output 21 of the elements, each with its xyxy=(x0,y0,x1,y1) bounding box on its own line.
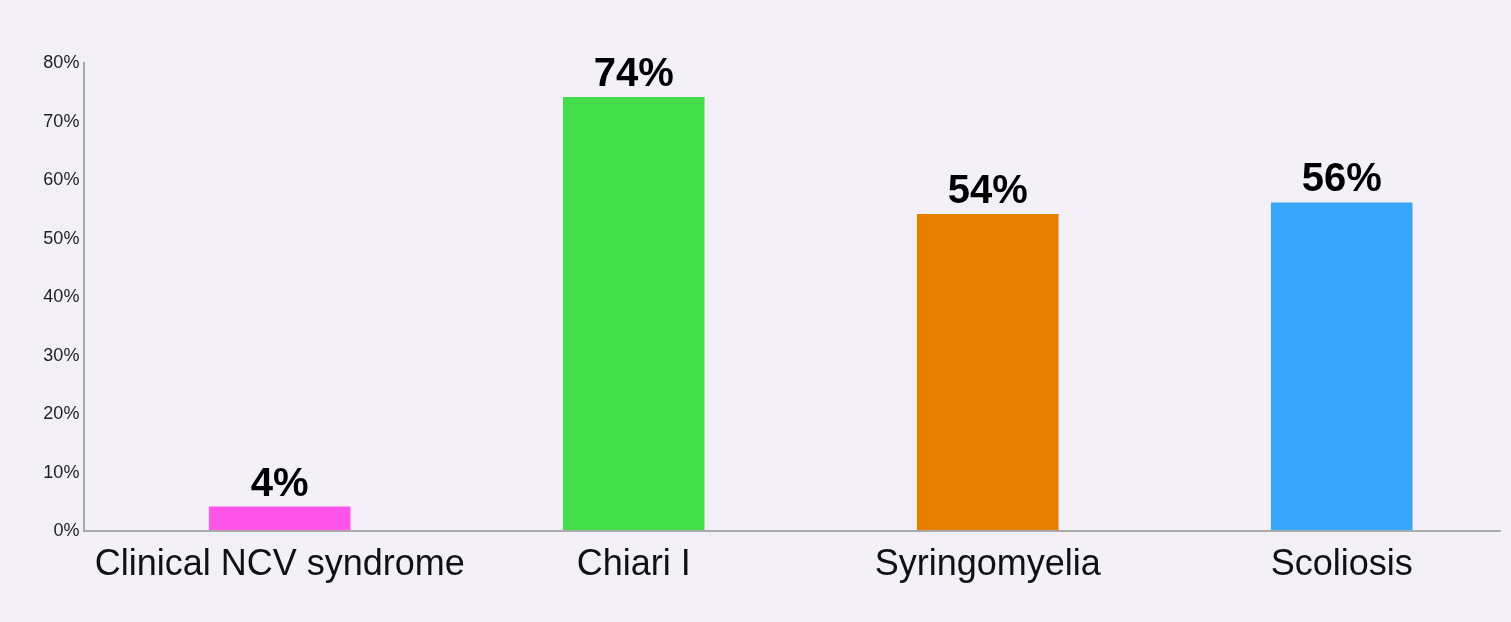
y-tick-label: 0% xyxy=(53,520,80,541)
bar xyxy=(1270,202,1413,530)
y-tick-label: 20% xyxy=(43,403,80,424)
data-label: 54% xyxy=(947,167,1028,212)
x-tick-label: Chiari I xyxy=(576,542,691,584)
x-tick-label: Clinical NCV syndrome xyxy=(94,542,465,584)
x-tick-label: Scoliosis xyxy=(1270,542,1413,584)
bar xyxy=(916,214,1059,530)
data-label: 56% xyxy=(1301,155,1382,200)
data-label: 4% xyxy=(250,459,309,504)
y-tick-label: 80% xyxy=(43,52,80,73)
y-tick-label: 10% xyxy=(43,461,80,482)
x-tick-label: Syringomyelia xyxy=(874,542,1102,584)
bar xyxy=(562,97,705,530)
bar xyxy=(208,506,351,530)
y-tick-label: 30% xyxy=(43,344,80,365)
y-tick-label: 70% xyxy=(43,110,80,131)
data-label: 74% xyxy=(593,50,674,95)
y-tick-label: 50% xyxy=(43,227,80,248)
y-tick-label: 60% xyxy=(43,169,80,190)
y-tick-label: 40% xyxy=(43,286,80,307)
